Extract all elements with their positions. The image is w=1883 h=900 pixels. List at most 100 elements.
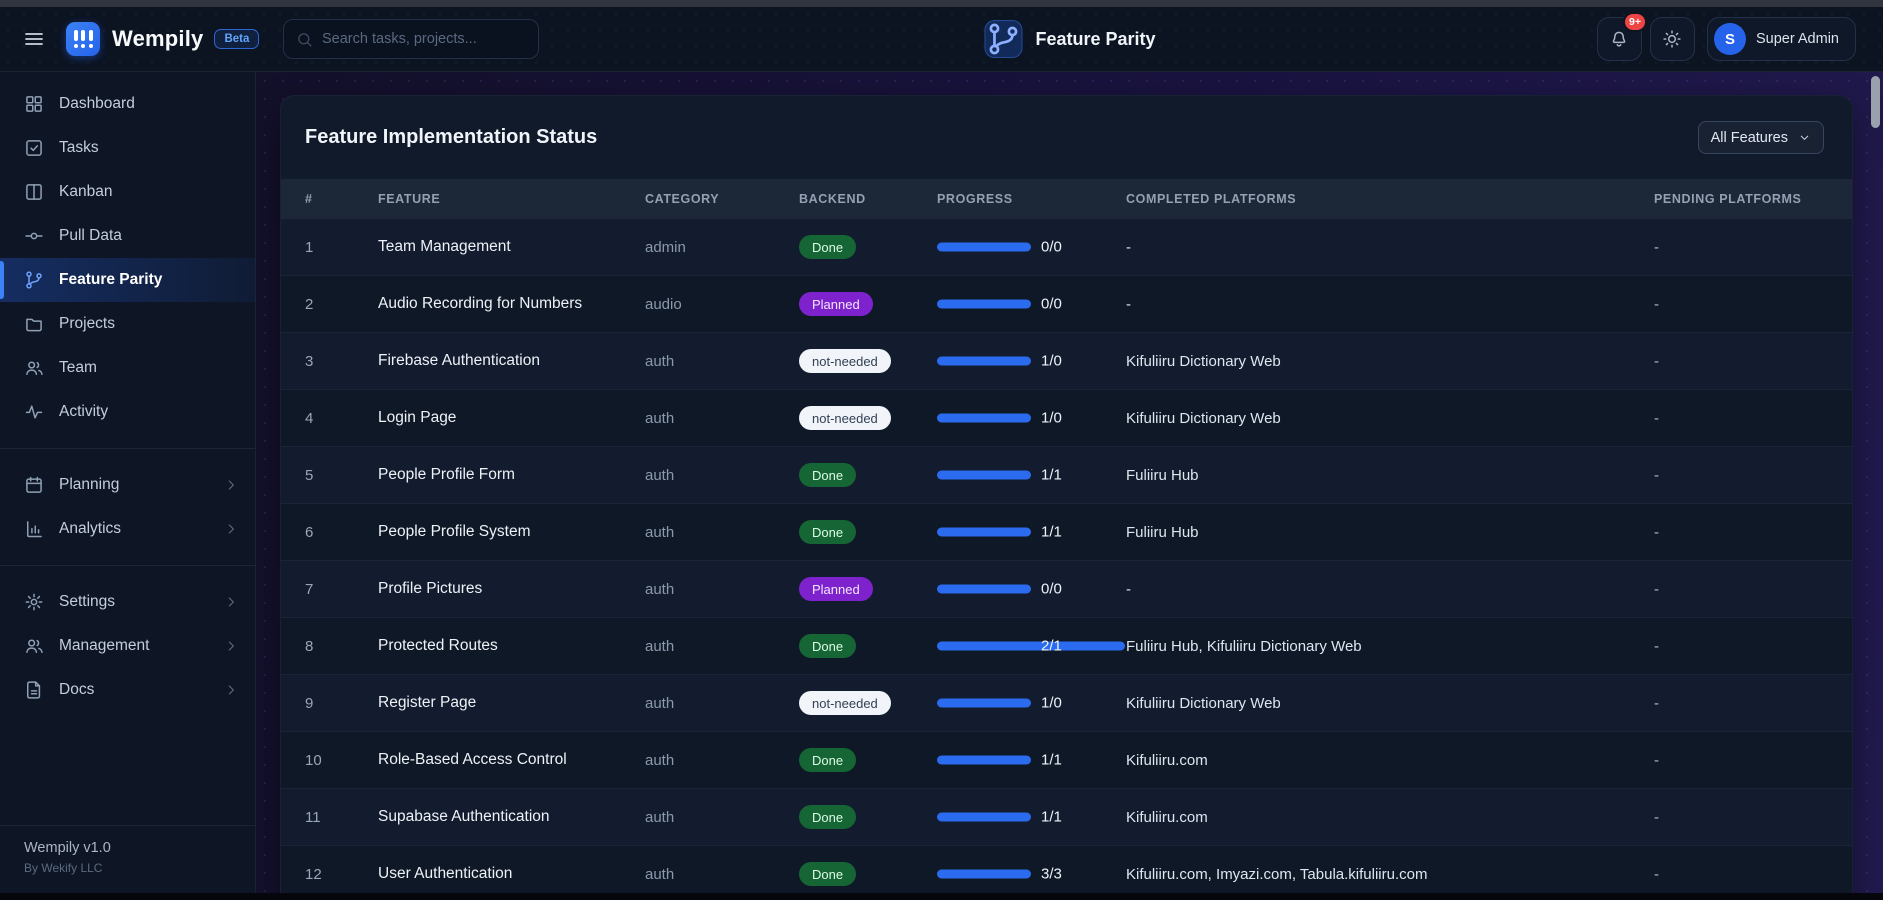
sidebar-item-label: Tasks [59, 139, 99, 156]
sidebar-item-docs[interactable]: Docs [0, 668, 255, 712]
progress-ratio: 1/1 [1041, 466, 1062, 484]
search-box[interactable] [283, 19, 539, 59]
company-credit: By Wekify LLC [24, 861, 103, 875]
feature-filter-select[interactable]: All Features [1697, 121, 1824, 154]
backend-status-badge: not-needed [799, 349, 891, 373]
backend-status-badge: Done [799, 862, 857, 886]
sidebar-item-label: Docs [59, 681, 95, 698]
backend-status-cell: not-needed [799, 406, 937, 430]
folder-icon [24, 314, 44, 334]
backend-status-badge: Done [799, 235, 857, 259]
feature-status-card: Feature Implementation Status All Featur… [280, 95, 1853, 900]
progress-cell: 1/1 [937, 789, 1126, 845]
topbar: Wempily Beta Feature Parity 9+ S Super A… [0, 7, 1883, 72]
progress-bar [937, 584, 1031, 594]
feature-category: auth [645, 751, 675, 769]
backend-status-badge: Done [799, 805, 857, 829]
progress-bar [937, 470, 1031, 480]
menu-icon[interactable] [22, 27, 46, 51]
sidebar-item-label: Projects [59, 315, 115, 332]
progress-ratio: 1/1 [1041, 751, 1062, 769]
kanban-icon [24, 182, 44, 202]
sidebar-item-activity[interactable]: Activity [0, 390, 255, 434]
pending-platforms: - [1654, 580, 1659, 598]
column-header: PROGRESS [937, 192, 1013, 206]
users-icon [24, 636, 44, 656]
table-header-row: # FEATURE CATEGORY BACKEND PROGRESS COMPLETED… [281, 179, 1852, 219]
progress-ratio: 3/3 [1041, 865, 1062, 883]
feature-name: User Authentication [378, 865, 513, 882]
progress-bar [937, 812, 1031, 822]
completed-platforms: Kifuliiru Dictionary Web [1126, 409, 1281, 427]
row-number: 5 [305, 466, 314, 484]
git-branch-icon [984, 20, 1023, 58]
table-row: 3 Firebase Authentication auth not-neede… [281, 333, 1852, 390]
progress-cell: 0/0 [937, 276, 1126, 332]
feature-category: auth [645, 466, 675, 484]
search-input[interactable] [322, 31, 526, 47]
sidebar-item-label: Analytics [59, 520, 122, 537]
backend-status-cell: Done [799, 520, 937, 544]
pending-platforms: - [1654, 751, 1659, 769]
sidebar-item-kanban[interactable]: Kanban [0, 170, 255, 214]
sidebar-item-dashboard[interactable]: Dashboard [0, 82, 255, 126]
progress-bar [937, 413, 1031, 423]
app-logo [66, 22, 100, 56]
backend-status-cell: Done [799, 235, 937, 259]
sidebar-item-analytics[interactable]: Analytics [0, 507, 255, 551]
table-row: 9 Register Page auth not-needed 1/0 Kifu… [281, 675, 1852, 732]
backend-status-cell: Planned [799, 577, 937, 601]
table-row: 11 Supabase Authentication auth Done 1/1… [281, 789, 1852, 846]
feature-name: People Profile Form [378, 466, 515, 483]
sidebar-item-label: Planning [59, 476, 120, 493]
progress-cell: 0/0 [937, 219, 1126, 275]
sidebar-divider [0, 448, 255, 449]
feature-category: auth [645, 523, 675, 541]
sidebar-item-projects[interactable]: Projects [0, 302, 255, 346]
backend-status-badge: Done [799, 634, 857, 658]
pending-platforms: - [1654, 694, 1659, 712]
sidebar-item-team[interactable]: Team [0, 346, 255, 390]
theme-toggle-button[interactable] [1649, 17, 1695, 61]
main-content: Feature Implementation Status All Featur… [256, 72, 1883, 900]
pending-platforms: - [1654, 523, 1659, 541]
completed-platforms: Kifuliiru Dictionary Web [1126, 694, 1281, 712]
chevron-right-icon [223, 682, 239, 698]
pending-platforms: - [1654, 238, 1659, 256]
progress-cell: 1/0 [937, 333, 1126, 389]
sidebar-item-settings[interactable]: Settings [0, 580, 255, 624]
progress-bar [937, 641, 1125, 651]
progress-ratio: 1/1 [1041, 808, 1062, 826]
pending-platforms: - [1654, 466, 1659, 484]
vertical-scrollbar-thumb[interactable] [1871, 76, 1880, 128]
sidebar-item-pull-data[interactable]: Pull Data [0, 214, 255, 258]
row-number: 7 [305, 580, 314, 598]
feature-name: Audio Recording for Numbers [378, 295, 583, 312]
column-header: FEATURE [378, 192, 441, 206]
backend-status-cell: Planned [799, 292, 937, 316]
pending-platforms: - [1654, 637, 1659, 655]
user-menu[interactable]: S Super Admin [1706, 17, 1856, 61]
row-number: 12 [305, 865, 322, 883]
table-row: 8 Protected Routes auth Done 2/1 Fuliiru… [281, 618, 1852, 675]
completed-platforms: Fuliiru Hub [1126, 523, 1199, 541]
row-number: 9 [305, 694, 314, 712]
sidebar-item-feature-parity[interactable]: Feature Parity [0, 258, 255, 302]
pending-platforms: - [1654, 409, 1659, 427]
feature-name: Protected Routes [378, 637, 498, 654]
completed-platforms: Kifuliiru.com, Imyazi.com, Tabula.kifuli… [1126, 865, 1428, 883]
sidebar-item-planning[interactable]: Planning [0, 463, 255, 507]
row-number: 2 [305, 295, 314, 313]
pending-platforms: - [1654, 865, 1659, 883]
chevron-right-icon [223, 477, 239, 493]
backend-status-cell: Done [799, 862, 937, 886]
sidebar-item-management[interactable]: Management [0, 624, 255, 668]
feature-category: auth [645, 580, 675, 598]
sidebar-item-tasks[interactable]: Tasks [0, 126, 255, 170]
notifications-button[interactable]: 9+ [1596, 12, 1647, 61]
feature-category: auth [645, 352, 675, 370]
row-number: 4 [305, 409, 314, 427]
table-row: 2 Audio Recording for Numbers audio Plan… [281, 276, 1852, 333]
progress-cell: 3/3 [937, 846, 1126, 900]
table-row: 5 People Profile Form auth Done 1/1 Fuli… [281, 447, 1852, 504]
